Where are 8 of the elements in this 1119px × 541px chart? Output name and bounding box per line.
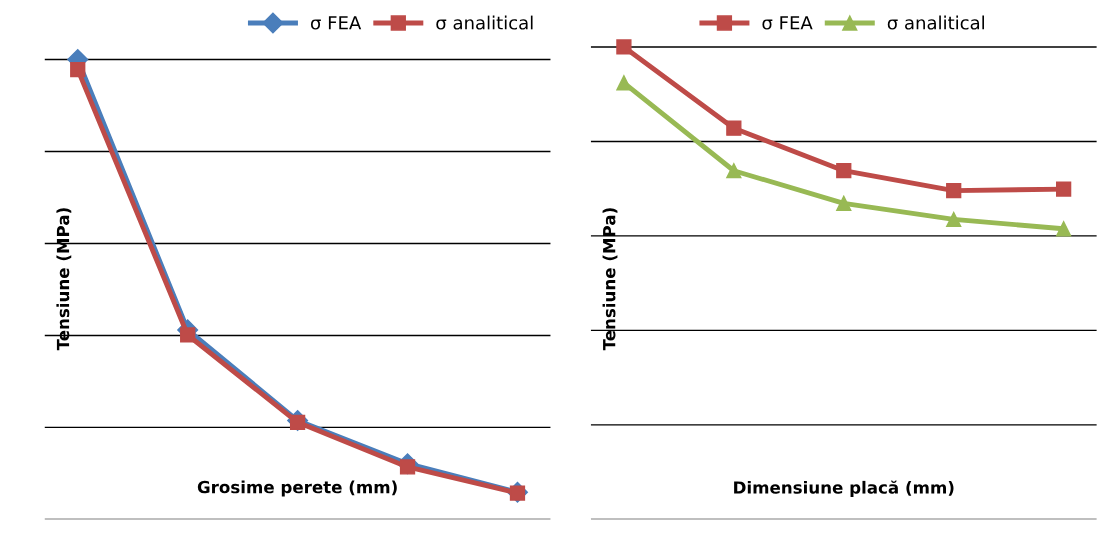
x-axis-title: Grosime perete (mm) <box>197 480 397 497</box>
legend-label: σ analitical <box>887 15 984 30</box>
y-axis-title: Tensiune (MPa) <box>602 208 618 351</box>
legend-label: σ FEA <box>762 16 813 30</box>
legend-label: σ analitical <box>436 15 533 30</box>
x-axis-title: Dimensiune placă (mm) <box>734 480 954 498</box>
y-axis-title: Tensiune (MPa) <box>56 208 72 351</box>
legend-label: σ FEA <box>310 16 362 30</box>
